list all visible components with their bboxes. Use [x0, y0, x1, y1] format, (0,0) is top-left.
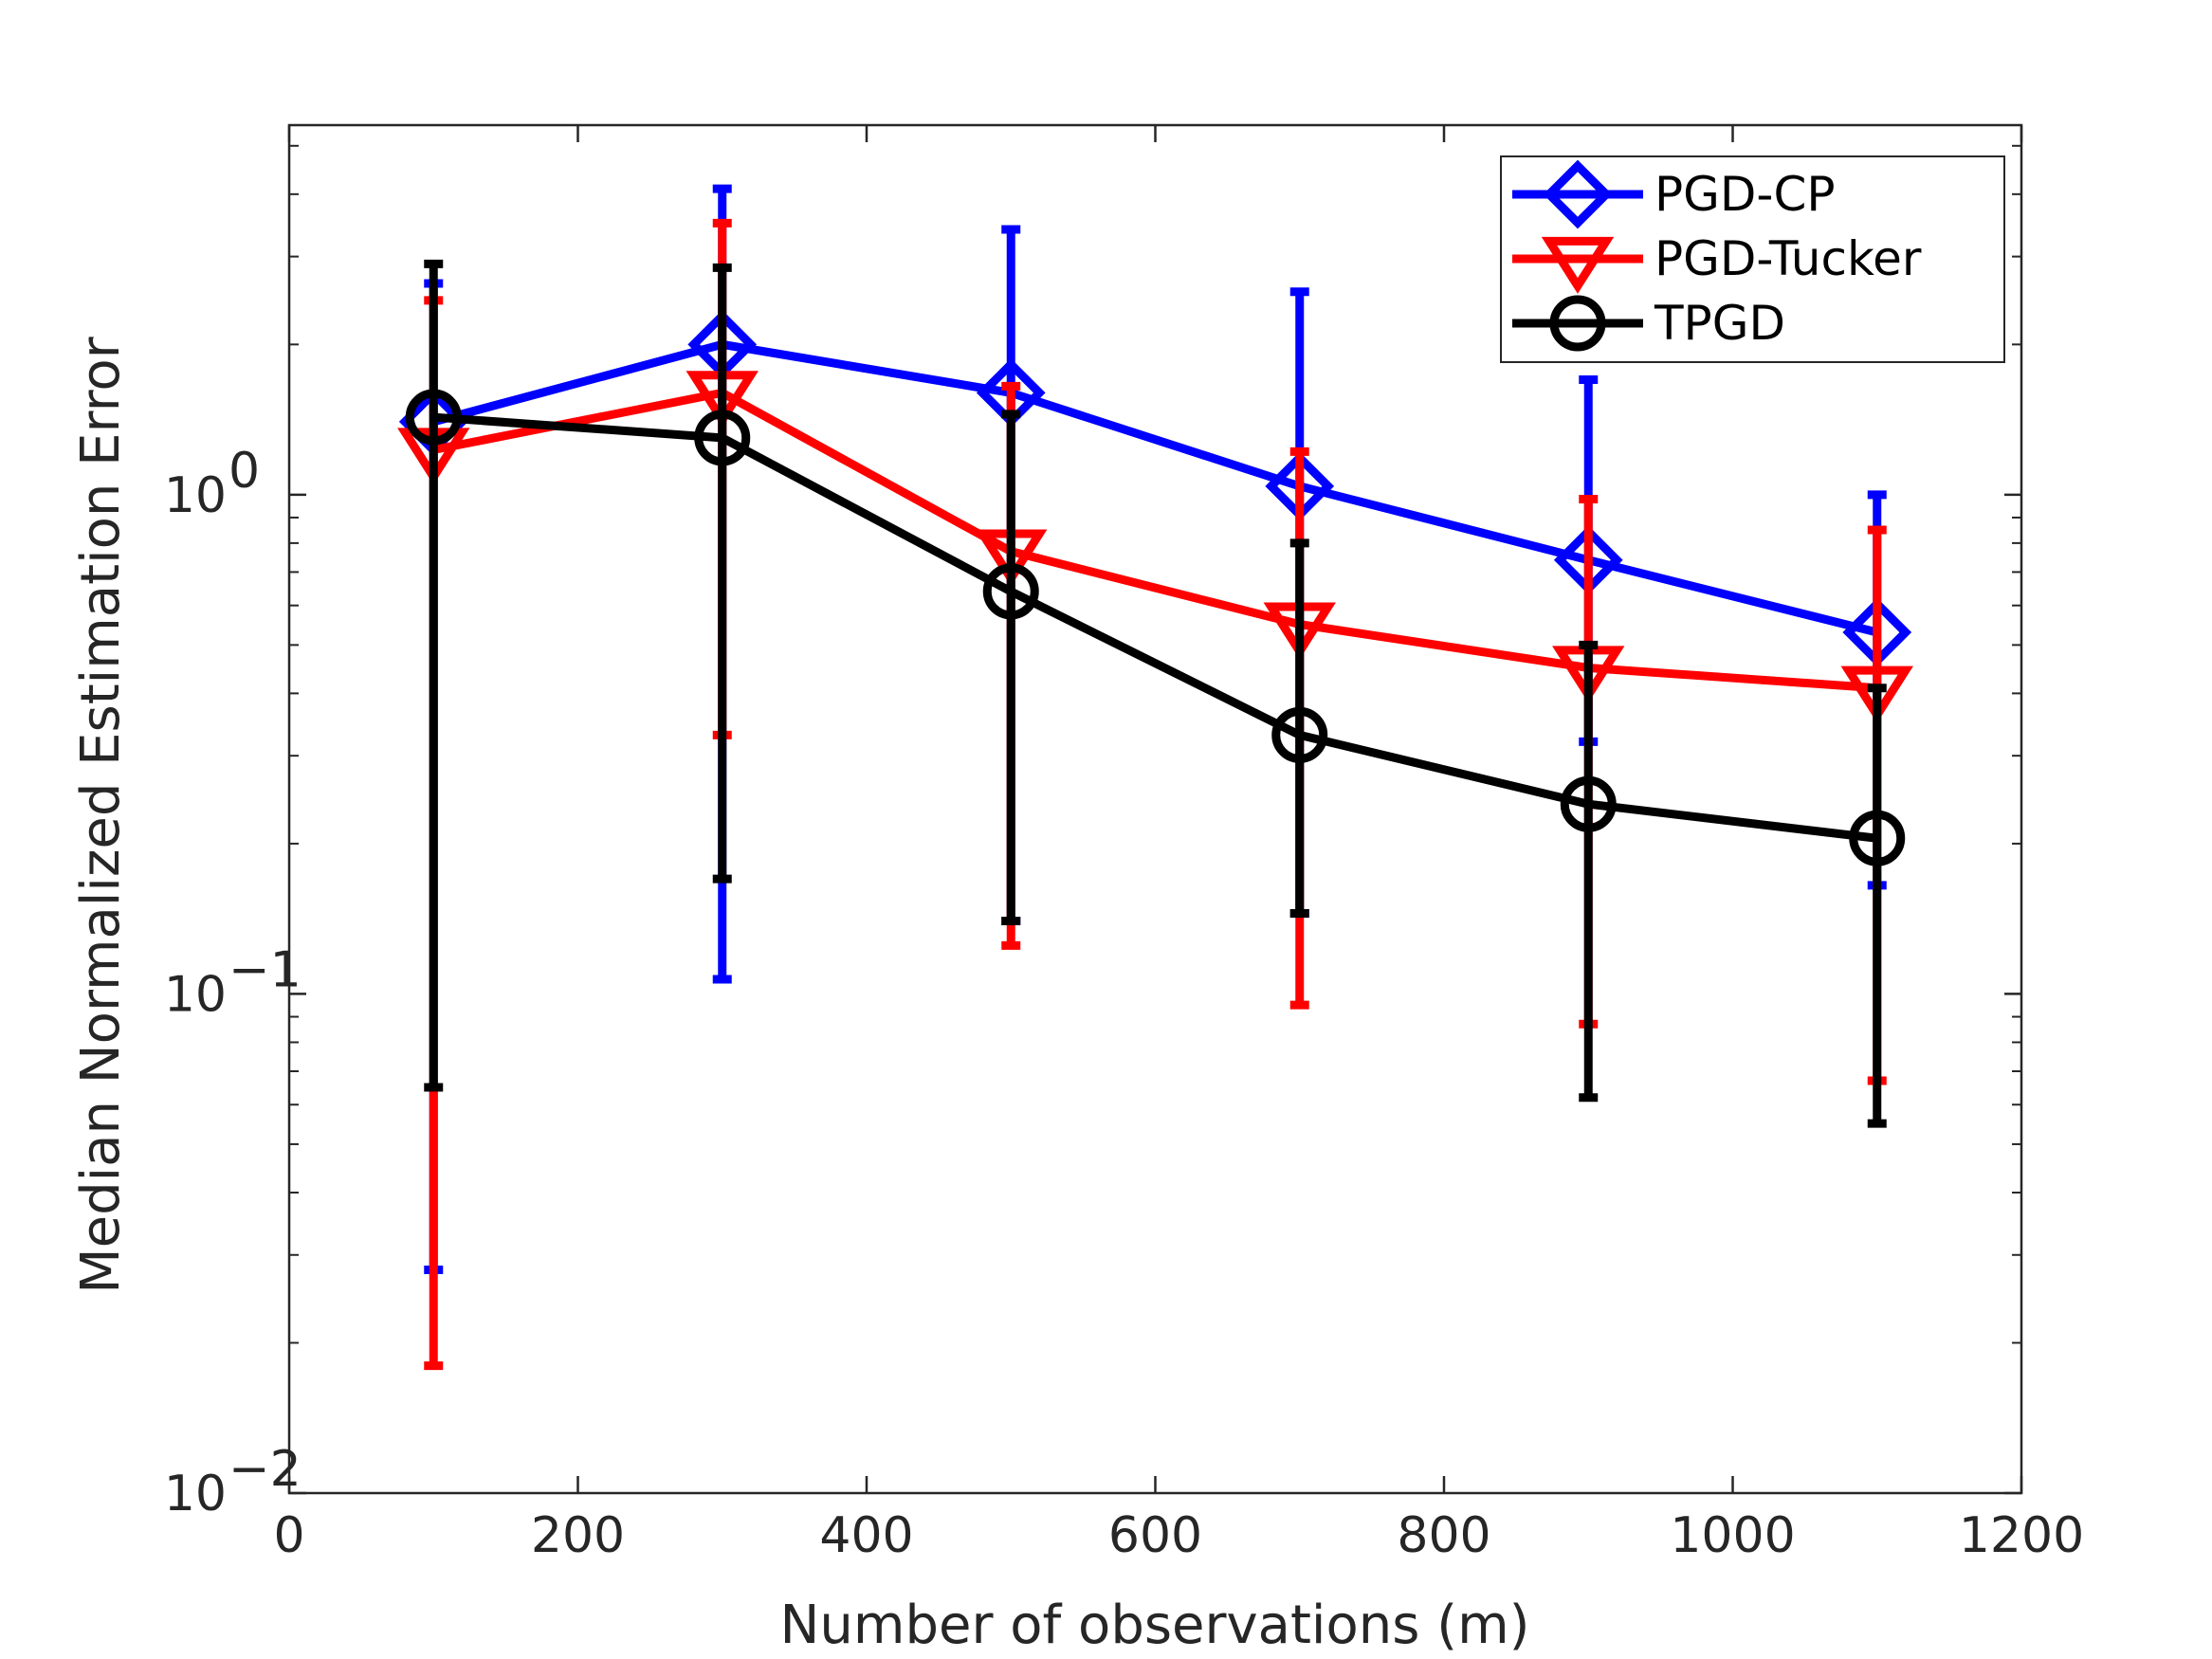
legend-marker-triangle-down	[1541, 236, 1615, 294]
x-tick-labels: 0 200 400 600 800 1000 1200	[273, 1507, 2084, 1564]
x-tick-label: 200	[531, 1507, 625, 1564]
y-tick-label: 10 −2	[164, 1441, 302, 1522]
y-tick-label: 10 −1	[164, 941, 302, 1023]
plot-frame	[287, 123, 2023, 1495]
x-tick-label: 1200	[1959, 1507, 2084, 1564]
series-layer	[397, 184, 1913, 1371]
x-tick-label: 0	[273, 1507, 304, 1564]
data-point-circle	[1560, 775, 1617, 832]
data-point-circle	[405, 389, 462, 446]
y-tick-label: 10 0	[164, 443, 260, 524]
legend: PGD-CP PGD-Tucker TPGD	[1500, 155, 2005, 363]
legend-label: PGD-CP	[1654, 167, 1836, 222]
x-tick-label: 800	[1397, 1507, 1490, 1564]
y-tick-label-base: 10	[164, 966, 227, 1023]
series-tpgd	[405, 259, 1906, 1128]
x-axis-label: Number of observations (m)	[780, 1595, 1530, 1656]
y-axis-label: Median Normalized Estimation Error	[70, 336, 132, 1293]
data-point-triangle-down	[1840, 665, 1913, 723]
data-point-circle	[1271, 706, 1328, 763]
y-tick-label-exp: −2	[229, 1441, 302, 1498]
data-point-circle	[982, 563, 1039, 620]
data-point-circle	[1849, 810, 1906, 866]
legend-label: PGD-Tucker	[1654, 231, 1922, 286]
y-tick-label-base: 10	[164, 1466, 227, 1522]
y-tick-label-exp: 0	[229, 443, 260, 500]
legend-marker-circle	[1549, 295, 1606, 352]
series-line	[432, 339, 1878, 637]
minor-ticks	[289, 144, 2021, 1344]
legend-marker-diamond	[1543, 159, 1613, 229]
x-tick-label: 1000	[1670, 1507, 1795, 1564]
legend-item: PGD-CP	[1512, 159, 1836, 229]
series-line	[432, 412, 1878, 843]
data-point-circle	[694, 410, 751, 466]
x-tick-label: 600	[1108, 1507, 1202, 1564]
series-line	[432, 388, 1878, 693]
legend-item: PGD-Tucker	[1512, 231, 1922, 294]
legend-item: TPGD	[1512, 295, 1785, 352]
y-tick-label-base: 10	[164, 467, 227, 524]
y-tick-label-exp: −1	[229, 941, 302, 998]
x-tick-label: 400	[819, 1507, 913, 1564]
legend-label: TPGD	[1654, 296, 1785, 351]
